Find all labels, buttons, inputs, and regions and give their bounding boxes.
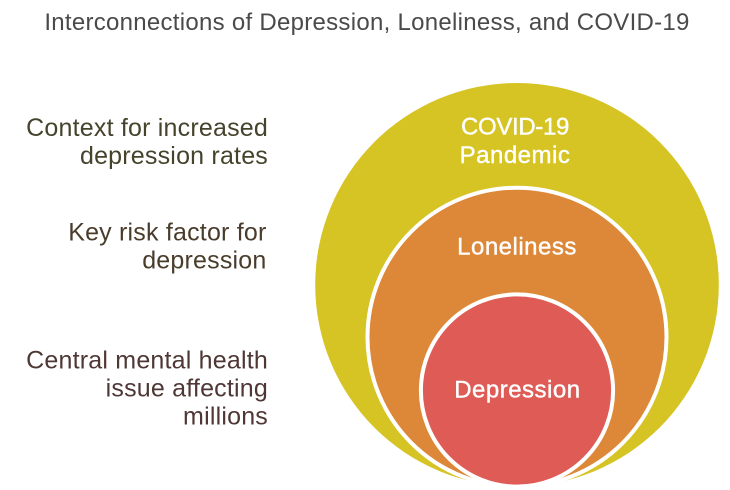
svg-text:Depression: Depression bbox=[454, 377, 580, 404]
svg-text:millions: millions bbox=[183, 403, 268, 431]
svg-text:issue affecting: issue affecting bbox=[106, 375, 268, 403]
svg-text:Loneliness: Loneliness bbox=[457, 234, 577, 261]
svg-text:Pandemic: Pandemic bbox=[460, 142, 571, 169]
svg-text:depression rates: depression rates bbox=[80, 142, 268, 170]
svg-text:COVID-19: COVID-19 bbox=[461, 114, 569, 141]
svg-text:Key risk factor for: Key risk factor for bbox=[68, 219, 266, 247]
svg-text:Central mental health: Central mental health bbox=[26, 347, 268, 375]
svg-text:depression: depression bbox=[142, 247, 266, 275]
svg-text:Context for increased: Context for increased bbox=[26, 114, 268, 142]
svg-text:Interconnections of Depression: Interconnections of Depression, Loneline… bbox=[44, 9, 689, 36]
